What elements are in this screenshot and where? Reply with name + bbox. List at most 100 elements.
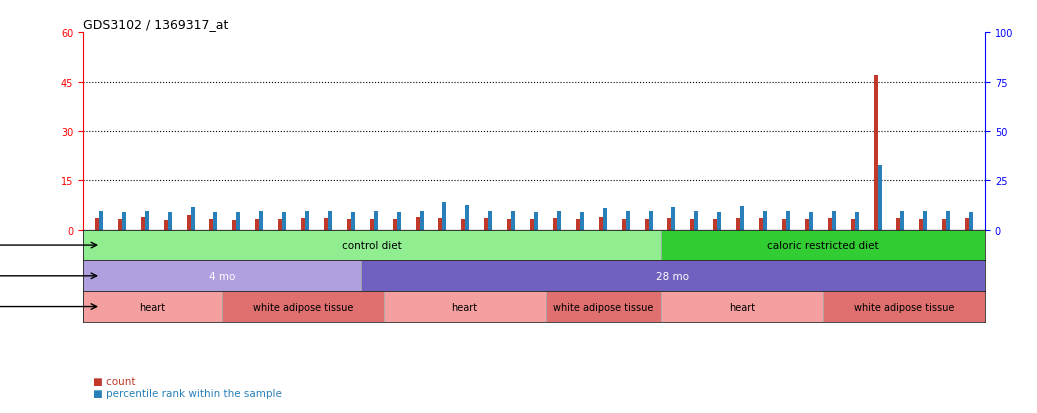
Bar <box>625 211 629 230</box>
Bar <box>718 212 722 230</box>
Bar <box>854 212 859 230</box>
Text: heart: heart <box>729 302 755 312</box>
Bar <box>83 261 361 292</box>
Bar <box>214 212 218 230</box>
Bar <box>923 212 927 230</box>
Bar <box>662 230 985 261</box>
Bar <box>695 211 698 230</box>
Bar <box>534 212 538 230</box>
Bar <box>671 207 675 230</box>
Bar <box>920 219 923 230</box>
Bar <box>301 218 305 230</box>
Bar <box>232 220 236 230</box>
Bar <box>576 219 580 230</box>
Bar <box>832 211 836 230</box>
Bar <box>805 219 809 230</box>
Text: control diet: control diet <box>342 240 402 250</box>
Bar <box>713 219 718 230</box>
Text: ■ percentile rank within the sample: ■ percentile rank within the sample <box>93 389 282 399</box>
Bar <box>782 219 786 230</box>
Bar <box>691 219 695 230</box>
Text: white adipose tissue: white adipose tissue <box>253 302 353 312</box>
Bar <box>530 220 534 230</box>
Bar <box>328 212 332 230</box>
Bar <box>580 212 584 230</box>
Bar <box>209 219 214 230</box>
Bar <box>324 218 328 230</box>
Bar <box>191 207 195 230</box>
Bar <box>384 292 545 322</box>
Text: heart: heart <box>139 302 166 312</box>
Bar <box>946 211 950 230</box>
Text: GDS3102 / 1369317_at: GDS3102 / 1369317_at <box>83 17 228 31</box>
Bar <box>736 218 740 230</box>
Bar <box>361 261 985 292</box>
Bar <box>488 211 493 230</box>
Bar <box>648 212 652 230</box>
Bar <box>461 219 466 230</box>
Bar <box>545 292 662 322</box>
Bar <box>943 219 946 230</box>
Bar <box>786 212 790 230</box>
Bar <box>370 219 373 230</box>
Bar <box>557 211 561 230</box>
Text: 4 mo: 4 mo <box>208 271 235 281</box>
Bar <box>145 212 148 230</box>
Bar <box>443 202 447 230</box>
Bar <box>397 212 400 230</box>
Bar <box>970 212 973 230</box>
Bar <box>255 219 259 230</box>
Bar <box>645 220 648 230</box>
Bar <box>122 212 125 230</box>
Bar <box>900 211 904 230</box>
Text: caloric restricted diet: caloric restricted diet <box>767 240 879 250</box>
Text: heart: heart <box>451 302 478 312</box>
Bar <box>420 211 423 230</box>
Bar <box>83 292 222 322</box>
Bar <box>351 212 355 230</box>
Bar <box>740 206 745 230</box>
Bar <box>346 219 351 230</box>
Bar <box>118 220 122 230</box>
Text: ■ count: ■ count <box>93 376 136 386</box>
Bar <box>222 292 384 322</box>
Bar <box>95 218 99 230</box>
Bar <box>662 292 823 322</box>
Bar <box>282 212 286 230</box>
Bar <box>83 230 662 261</box>
Bar <box>965 218 970 230</box>
Bar <box>553 218 557 230</box>
Bar <box>141 218 145 230</box>
Bar <box>305 211 309 230</box>
Bar <box>823 292 985 322</box>
Bar <box>873 76 877 230</box>
Bar <box>416 218 420 230</box>
Bar <box>168 212 172 230</box>
Bar <box>759 218 763 230</box>
Bar <box>439 218 443 230</box>
Bar <box>484 218 488 230</box>
Bar <box>763 211 767 230</box>
Bar <box>187 215 191 230</box>
Bar <box>668 218 671 230</box>
Bar <box>896 218 900 230</box>
Bar <box>809 212 813 230</box>
Bar <box>828 218 832 230</box>
Text: 28 mo: 28 mo <box>656 271 690 281</box>
Bar <box>507 219 511 230</box>
Bar <box>278 220 282 230</box>
Text: white adipose tissue: white adipose tissue <box>854 302 954 312</box>
Bar <box>877 165 881 230</box>
Bar <box>236 212 241 230</box>
Bar <box>164 220 168 230</box>
Bar <box>602 209 607 230</box>
Bar <box>621 219 625 230</box>
Bar <box>373 211 377 230</box>
Bar <box>466 206 470 230</box>
Bar <box>850 220 854 230</box>
Bar <box>259 211 263 230</box>
Bar <box>598 218 602 230</box>
Text: white adipose tissue: white adipose tissue <box>554 302 653 312</box>
Bar <box>99 211 103 230</box>
Bar <box>511 212 515 230</box>
